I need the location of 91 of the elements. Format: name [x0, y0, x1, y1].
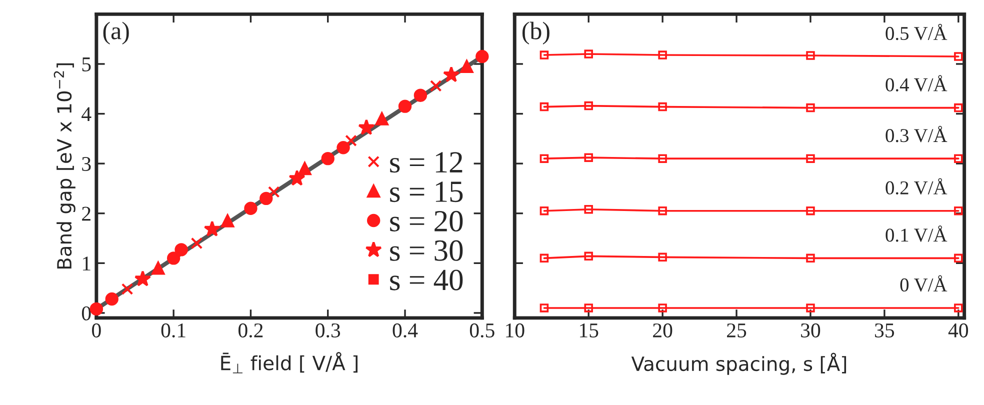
point: [584, 204, 593, 214]
point: [954, 206, 963, 216]
point: [806, 206, 815, 216]
point: [204, 220, 220, 237]
point: [954, 304, 963, 312]
point: [540, 50, 549, 60]
point: [658, 50, 667, 60]
point: [584, 304, 593, 312]
series-label: 0.2 V/Å: [886, 178, 948, 195]
x-tick-label: 25: [727, 323, 746, 338]
point: [298, 162, 312, 176]
point: [220, 214, 234, 228]
x-tick-label: 20: [653, 323, 672, 338]
point: [121, 283, 134, 295]
point: [584, 50, 593, 58]
point: [806, 103, 815, 112]
point: [540, 102, 549, 112]
x-axis-title: Vacuum spacing, s [Å]: [631, 352, 846, 375]
point: [105, 292, 118, 306]
point: [430, 80, 442, 92]
point: [166, 252, 180, 265]
point: [954, 103, 963, 112]
y-tick-label: 2: [82, 206, 90, 221]
series-label: 0.4 V/Å: [886, 75, 948, 92]
point: [584, 101, 593, 110]
point: [540, 304, 549, 312]
point: [336, 141, 350, 154]
x-tick-label: 15: [580, 323, 598, 338]
legend-label: s = 20: [390, 210, 463, 232]
x-tick-label: 0.4: [392, 323, 418, 338]
y-tick-label: 1: [82, 256, 90, 270]
point: [806, 304, 815, 312]
point: [288, 170, 306, 186]
point: [658, 154, 667, 163]
point: [460, 60, 474, 74]
y-tick-label: 0: [82, 306, 91, 320]
x-tick-label: 0.2: [238, 323, 263, 338]
point: [806, 254, 815, 263]
point: [954, 154, 963, 163]
series-label: 0.1 V/Å: [886, 226, 948, 242]
point: [540, 154, 549, 163]
x-axis-title: Ē$_{⊥}$ field [ V/Å ]: [221, 352, 358, 374]
point: [658, 206, 667, 216]
x-tick-label: 0: [92, 323, 101, 338]
point: [260, 192, 273, 206]
point: [658, 304, 667, 312]
point: [442, 66, 460, 82]
annotation: (b): [522, 22, 550, 44]
point: [174, 243, 188, 256]
x-tick-label: 30: [801, 323, 820, 338]
point: [90, 302, 104, 316]
x-tick-label: 0.5: [470, 323, 494, 338]
point: [954, 52, 963, 61]
annotation: (a): [103, 22, 129, 44]
y-tick-label: 4: [82, 107, 92, 121]
point: [658, 102, 667, 112]
point: [358, 119, 375, 135]
point: [345, 134, 357, 147]
point: [268, 186, 280, 198]
x-tick-label: 10: [506, 323, 524, 338]
point: [321, 152, 334, 166]
x-tick-label: 0.1: [161, 323, 186, 338]
series-label: 0.3 V/Å: [886, 126, 948, 142]
y-tick-label: 3: [82, 156, 91, 171]
legend-label: s = 15: [390, 182, 463, 202]
point: [134, 270, 152, 286]
point: [584, 252, 593, 261]
point: [152, 262, 165, 275]
point: [658, 252, 667, 262]
point: [398, 100, 412, 113]
x-tick-label: 35: [875, 323, 894, 338]
legend-label: s = 40: [390, 270, 463, 290]
series-label: 0 V/Å: [900, 275, 948, 292]
point: [190, 237, 203, 250]
point: [244, 202, 258, 215]
point: [375, 112, 388, 126]
point: [584, 153, 593, 162]
point: [414, 88, 428, 102]
y-axis-title: Band gap [eV x 10$^{−2}$]: [54, 63, 76, 269]
point: [540, 254, 549, 263]
y-tick-label: 5: [82, 58, 91, 72]
point: [540, 206, 549, 216]
legend-label: s = 12: [390, 152, 462, 173]
x-tick-label: 0.3: [316, 323, 340, 338]
point: [476, 50, 489, 64]
point: [806, 154, 815, 163]
x-tick-label: 40: [948, 323, 968, 338]
point: [954, 254, 963, 263]
legend-label: s = 30: [390, 240, 463, 261]
point: [806, 51, 815, 60]
series-label: 0.5 V/Å: [886, 24, 948, 40]
